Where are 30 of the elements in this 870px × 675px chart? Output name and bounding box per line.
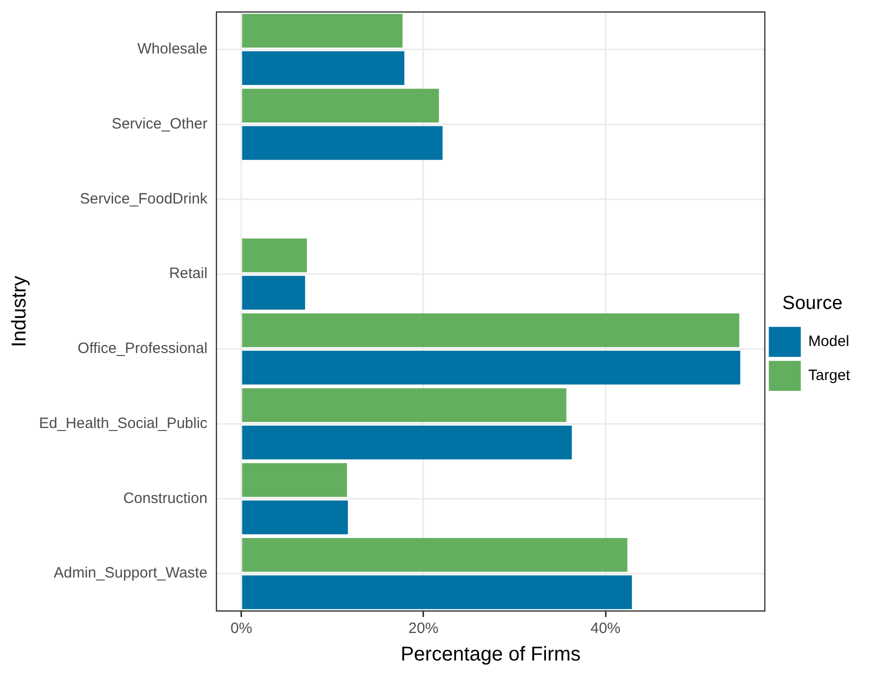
legend-label: Target (808, 367, 851, 384)
legend-title: Source (782, 292, 843, 314)
bar (242, 276, 306, 310)
bar (242, 126, 443, 160)
y-axis-title: Industry (8, 276, 31, 348)
bar (242, 463, 347, 497)
y-tick-label: Service_FoodDrink (80, 190, 208, 208)
bar (242, 538, 628, 572)
y-tick-label: Construction (123, 490, 208, 507)
bar (242, 575, 632, 610)
x-tick-label: 40% (590, 620, 621, 638)
bar (242, 51, 404, 86)
y-tick-label: Service_Other (112, 115, 208, 132)
bar (242, 14, 403, 48)
y-tick-label: Wholesale (137, 40, 208, 58)
legend-label: Model (808, 333, 850, 350)
bar (242, 388, 566, 422)
bar (242, 313, 740, 348)
y-tick-label: Ed_Health_Social_Public (38, 414, 208, 432)
bar (242, 238, 307, 272)
x-axis-title: Percentage of Firms (400, 644, 581, 666)
y-tick-label: Retail (169, 265, 208, 282)
bar (242, 500, 348, 534)
bar (242, 426, 572, 460)
y-tick-label: Admin_Support_Waste (54, 564, 208, 582)
bar (242, 88, 439, 122)
x-tick-label: 20% (408, 620, 438, 638)
bar (242, 350, 740, 385)
y-tick-label: Office_Professional (78, 340, 208, 358)
x-tick-label: 0% (230, 620, 252, 638)
